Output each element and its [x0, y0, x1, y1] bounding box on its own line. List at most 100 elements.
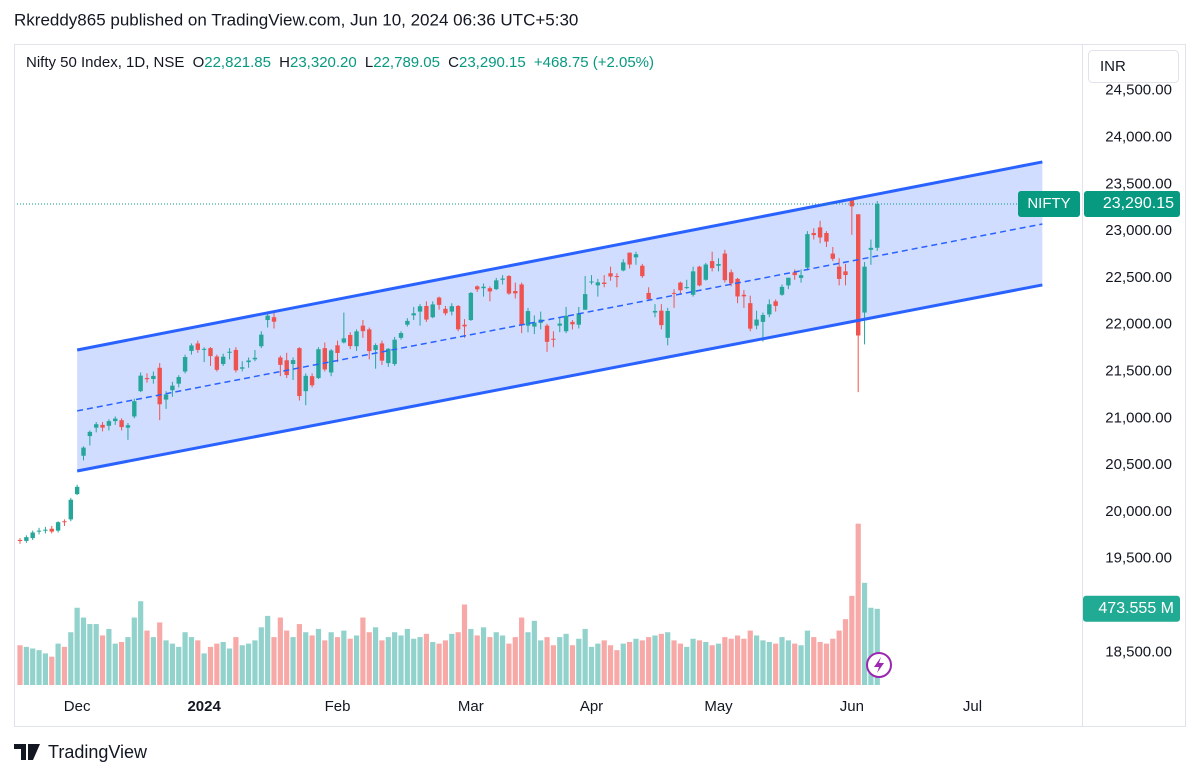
volume-bar	[500, 635, 506, 685]
volume-bar	[423, 633, 429, 685]
currency[interactable]: INR	[1100, 58, 1126, 75]
volume-bar	[677, 643, 683, 685]
y-tick-label: 24,000.00	[1105, 128, 1172, 145]
currency-box[interactable]	[1088, 50, 1179, 83]
candle-body	[214, 356, 220, 370]
volume-bar	[188, 637, 195, 685]
candle-body	[354, 331, 359, 347]
x-tick-label: 2024	[187, 698, 221, 715]
candle-body	[525, 311, 531, 326]
candle-body	[722, 253, 728, 281]
volume-bar	[246, 643, 252, 685]
volume-bar	[119, 641, 125, 685]
candle-body	[449, 306, 454, 312]
volume-bar	[315, 628, 322, 685]
candle-body	[360, 325, 366, 332]
volume-bar	[652, 635, 658, 685]
y-tick-label: 24,500.00	[1105, 82, 1172, 99]
volume-bar	[195, 640, 201, 685]
candle-body	[74, 486, 80, 495]
candle-body	[589, 281, 594, 283]
candle-body	[259, 334, 264, 347]
candle-body	[767, 304, 772, 315]
volume-bar	[474, 635, 480, 685]
candle-body	[443, 308, 448, 314]
candle-body	[246, 360, 251, 363]
candle-body	[163, 394, 169, 400]
candle-body	[43, 529, 48, 531]
candle-body	[252, 357, 258, 360]
volume-bar	[436, 643, 442, 685]
candle-body	[100, 424, 105, 428]
candle-body	[113, 418, 118, 422]
volume-bar	[296, 624, 302, 685]
candle-body	[678, 282, 683, 291]
volume-bar	[785, 640, 791, 685]
candle-body	[125, 425, 131, 428]
volume-bar	[138, 601, 144, 685]
volume-bar	[690, 638, 696, 685]
candle-body	[309, 376, 315, 386]
x-tick-label: Jun	[840, 698, 864, 715]
volume-bar	[728, 638, 734, 685]
volume-bar	[550, 645, 556, 685]
alert-icon[interactable]	[866, 652, 892, 678]
volume-bar	[303, 632, 309, 685]
volume-bar	[144, 630, 150, 685]
volume-bar	[804, 630, 810, 685]
volume-bar	[353, 635, 360, 685]
volume-bar	[817, 641, 823, 685]
y-tick-label: 19,500.00	[1105, 550, 1172, 567]
volume-bar	[341, 630, 347, 685]
candle-body	[49, 528, 54, 532]
candle-body	[94, 424, 99, 428]
candle-body	[405, 320, 410, 325]
candle-body	[729, 272, 734, 284]
volume-bar	[74, 607, 80, 685]
volume-bar	[68, 632, 74, 685]
candle-body	[182, 357, 188, 372]
volume-bar	[131, 617, 137, 685]
brand-logo	[14, 744, 40, 760]
candle-body	[170, 385, 175, 391]
candle-body	[36, 530, 42, 532]
candle-body	[68, 499, 73, 520]
volume-bar	[347, 638, 353, 685]
volume-bar	[569, 645, 576, 685]
volume-bar	[563, 633, 569, 685]
volume-bar	[87, 624, 93, 685]
volume-bar	[766, 641, 772, 685]
alert-bolt[interactable]	[874, 657, 884, 673]
candle-body	[373, 345, 378, 350]
candle-body	[690, 271, 696, 295]
last-price-label: 23,290.15	[1103, 195, 1174, 212]
candle-body	[779, 286, 785, 295]
candle-body	[81, 447, 86, 456]
candle-body	[576, 313, 581, 325]
candle-body	[875, 203, 880, 248]
currency-button[interactable]: INR	[1088, 50, 1179, 83]
candle-body	[748, 303, 753, 329]
candle-body	[341, 338, 347, 343]
footer: TradingView	[14, 742, 148, 762]
channel-lower	[76, 283, 1043, 473]
volume-bar	[265, 615, 271, 685]
volume-bar	[703, 641, 709, 685]
volume-bar	[665, 632, 671, 685]
candle-body	[557, 323, 562, 326]
channel-fill	[77, 161, 1043, 472]
candle-body	[24, 537, 29, 541]
candle-body	[582, 294, 588, 310]
x-tick-label: Mar	[458, 698, 484, 715]
candle-body	[811, 232, 816, 236]
candle-body	[297, 348, 302, 397]
volume-bar	[709, 645, 715, 685]
volume-tag	[1083, 595, 1180, 622]
y-tick-label: 20,000.00	[1105, 503, 1172, 520]
candle-body	[741, 294, 747, 297]
ohlc-value: 23,320.20	[290, 54, 357, 71]
candle-body	[284, 360, 289, 376]
series-name-tag	[1018, 190, 1080, 217]
plot-area	[15, 160, 1081, 685]
